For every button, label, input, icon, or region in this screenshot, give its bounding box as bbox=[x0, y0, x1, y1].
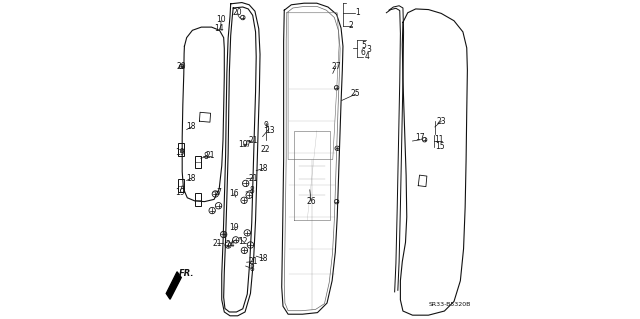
Text: 21: 21 bbox=[212, 239, 222, 248]
Text: 20: 20 bbox=[232, 8, 242, 17]
Text: 18: 18 bbox=[259, 254, 268, 263]
Text: 21: 21 bbox=[249, 257, 259, 266]
Bar bbox=[195, 193, 202, 206]
Text: 19: 19 bbox=[229, 223, 239, 232]
Text: 15: 15 bbox=[435, 142, 445, 151]
Text: 2: 2 bbox=[349, 21, 354, 30]
Text: SR33-B5320B: SR33-B5320B bbox=[428, 302, 470, 307]
Text: 8: 8 bbox=[204, 152, 208, 161]
Text: 11: 11 bbox=[434, 135, 444, 144]
Text: 19: 19 bbox=[175, 148, 185, 157]
Text: 21: 21 bbox=[249, 174, 259, 182]
Bar bbox=[178, 179, 184, 192]
Text: 27: 27 bbox=[331, 62, 340, 71]
Text: 8: 8 bbox=[250, 264, 255, 273]
Text: 14: 14 bbox=[214, 24, 225, 33]
Text: 12: 12 bbox=[239, 237, 248, 246]
Text: 19: 19 bbox=[175, 188, 185, 197]
Text: 13: 13 bbox=[265, 126, 275, 135]
Text: 23: 23 bbox=[436, 117, 446, 126]
Bar bbox=[195, 156, 202, 168]
Text: 17: 17 bbox=[415, 133, 426, 142]
Text: 25: 25 bbox=[351, 89, 360, 98]
Text: 16: 16 bbox=[229, 189, 239, 198]
Text: 7: 7 bbox=[245, 140, 250, 149]
Text: 21: 21 bbox=[206, 151, 215, 160]
Text: 18: 18 bbox=[187, 174, 196, 182]
Text: FR.: FR. bbox=[179, 269, 195, 278]
Text: 19: 19 bbox=[239, 140, 248, 149]
Text: 26: 26 bbox=[307, 197, 316, 206]
Text: 10: 10 bbox=[216, 15, 226, 24]
Polygon shape bbox=[166, 272, 181, 299]
Bar bbox=[178, 143, 184, 156]
Text: 20: 20 bbox=[176, 62, 186, 71]
Text: 18: 18 bbox=[187, 122, 196, 131]
Text: 7: 7 bbox=[216, 188, 221, 197]
Text: 4: 4 bbox=[365, 52, 370, 61]
Text: 18: 18 bbox=[259, 164, 268, 173]
Text: 6: 6 bbox=[360, 48, 365, 57]
Text: 8: 8 bbox=[250, 186, 255, 195]
Text: 9: 9 bbox=[264, 121, 269, 130]
Text: 21: 21 bbox=[249, 137, 259, 145]
Text: 3: 3 bbox=[366, 45, 371, 54]
Text: 24: 24 bbox=[226, 240, 236, 249]
Text: 22: 22 bbox=[260, 145, 269, 154]
Text: 5: 5 bbox=[361, 41, 366, 50]
Text: 1: 1 bbox=[355, 8, 360, 17]
